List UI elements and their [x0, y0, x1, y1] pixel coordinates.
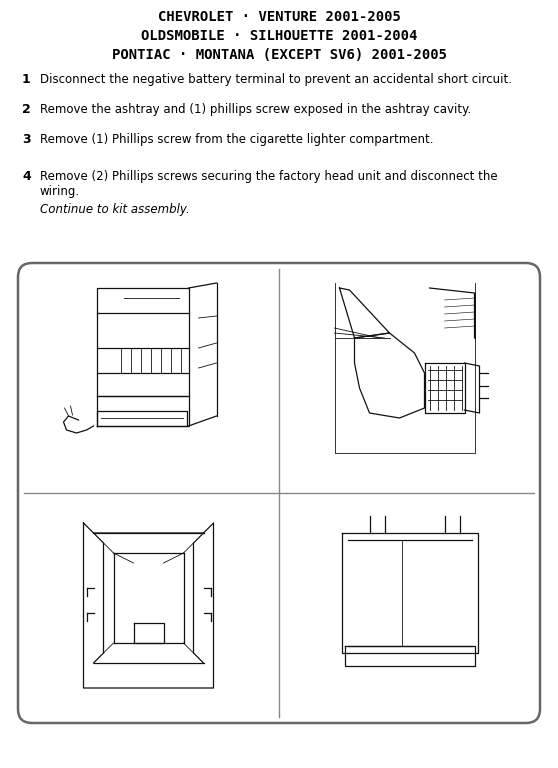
FancyBboxPatch shape: [18, 263, 540, 723]
Bar: [437, 604, 450, 614]
Text: 2: 2: [22, 103, 31, 116]
Bar: [451, 604, 464, 614]
Bar: [437, 615, 450, 625]
Text: Remove (1) Phillips screw from the cigarette lighter compartment.: Remove (1) Phillips screw from the cigar…: [40, 133, 434, 146]
Text: 1: 1: [22, 73, 31, 86]
Text: OLDSMOBILE · SILHOUETTE 2001-2004: OLDSMOBILE · SILHOUETTE 2001-2004: [141, 29, 417, 43]
Bar: [410, 615, 422, 625]
Text: Remove the ashtray and (1) phillips screw exposed in the ashtray cavity.: Remove the ashtray and (1) phillips scre…: [40, 103, 472, 116]
Bar: [451, 593, 464, 603]
Circle shape: [471, 587, 478, 594]
Bar: [424, 593, 436, 603]
Bar: [451, 615, 464, 625]
Bar: [437, 593, 450, 603]
Bar: [410, 593, 422, 603]
Text: PONTIAC · MONTANA (EXCEPT SV6) 2001-2005: PONTIAC · MONTANA (EXCEPT SV6) 2001-2005: [112, 48, 446, 62]
Text: Continue to kit assembly.: Continue to kit assembly.: [40, 203, 190, 216]
Text: Disconnect the negative battery terminal to prevent an accidental short circuit.: Disconnect the negative battery terminal…: [40, 73, 512, 86]
Text: CHEVROLET · VENTURE 2001-2005: CHEVROLET · VENTURE 2001-2005: [157, 10, 401, 24]
Text: Remove (2) Phillips screws securing the factory head unit and disconnect the
wir: Remove (2) Phillips screws securing the …: [40, 170, 498, 198]
Bar: [424, 615, 436, 625]
Text: 3: 3: [22, 133, 31, 146]
Bar: [410, 604, 422, 614]
Circle shape: [341, 587, 348, 594]
Text: 4: 4: [22, 170, 31, 183]
Bar: [424, 604, 436, 614]
